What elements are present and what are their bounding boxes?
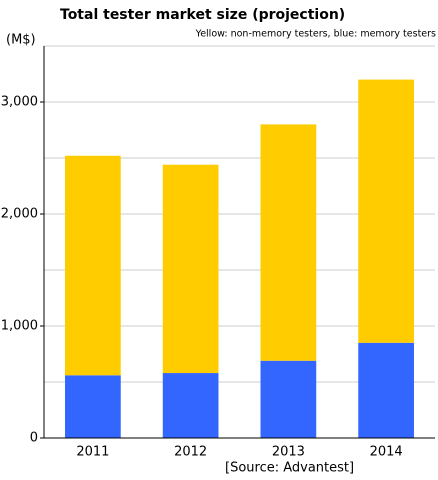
bar-segment [162,373,219,438]
x-tick-label: 2012 [174,445,207,460]
y-axis-label: (M$) [6,33,36,48]
x-tick-label: 2014 [370,445,403,460]
x-tick-label: 2011 [76,445,109,460]
y-tick-label: 3,000 [1,95,38,110]
bar-segment [65,375,121,438]
y-tick-label: 1,000 [1,319,38,334]
chart-title: Total tester market size (projection) [60,7,345,23]
bar-segment [358,342,414,438]
source-note: [Source: Advantest] [225,461,354,476]
bar-segment [65,155,121,376]
bar-segment [260,124,317,361]
bar-segment [358,79,414,343]
x-tick-label: 2013 [272,445,305,460]
y-tick-label: 2,000 [1,207,38,222]
chart-subtitle: Yellow: non-memory testers, blue: memory… [195,29,436,40]
y-tick-label: 0 [30,431,38,446]
bar-segment [162,164,219,374]
bar-segment [260,360,317,438]
